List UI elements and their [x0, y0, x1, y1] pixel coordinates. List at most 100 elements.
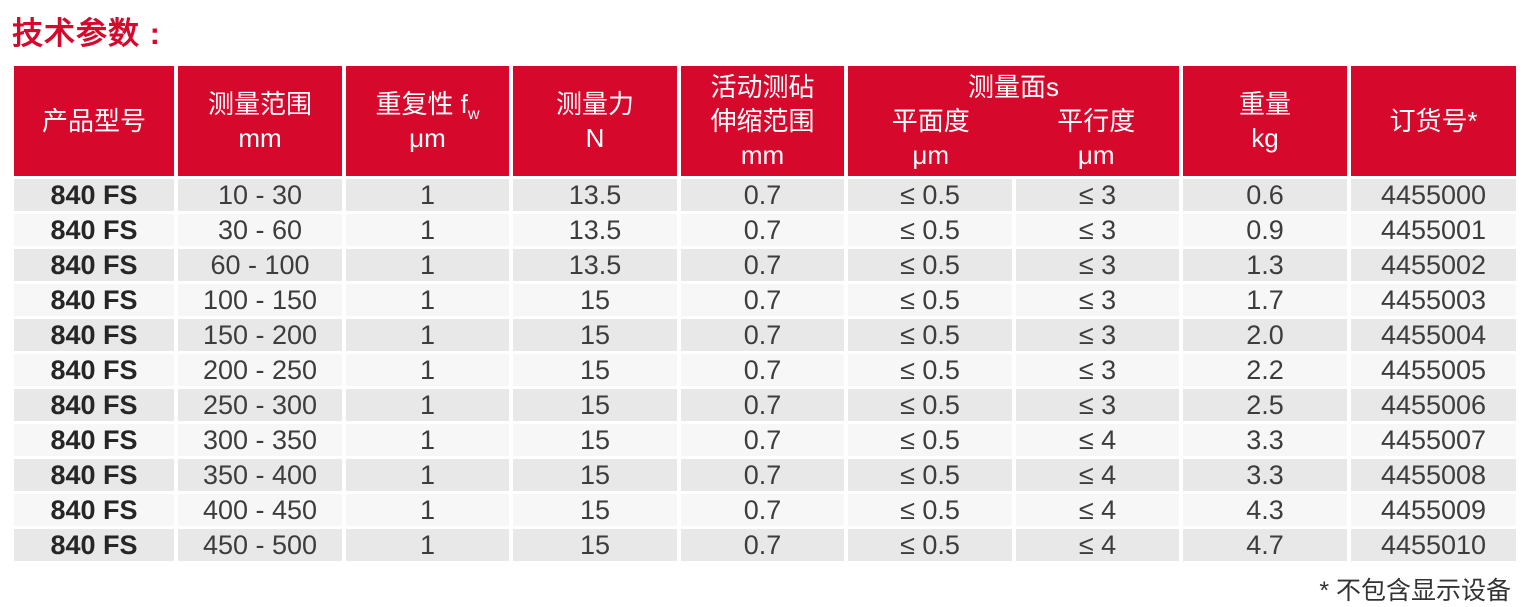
cell-measuring-force: 15 [513, 284, 677, 316]
spec-table: 产品型号 测量范围 mm 重复性 fw μm [10, 63, 1520, 564]
cell-product-model: 840 FS [14, 179, 174, 211]
table-row: 840 FS 400 - 450 1 15 0.7 ≤ 0.5 ≤ 4 4.3 4455009 [14, 494, 1516, 526]
cell-measuring-force: 15 [513, 494, 677, 526]
cell-weight: 2.5 [1183, 389, 1347, 421]
table-row: 840 FS 300 - 350 1 15 0.7 ≤ 0.5 ≤ 4 3.3 4455007 [14, 424, 1516, 456]
subscript-w: w [467, 104, 480, 123]
cell-repeatability: 1 [346, 284, 509, 316]
cell-flatness: ≤ 0.5 [848, 424, 1012, 456]
cell-weight: 0.6 [1183, 179, 1347, 211]
table-body: 840 FS 10 - 30 1 13.5 0.7 ≤ 0.5 ≤ 3 0.6 4455000 8… [14, 179, 1516, 561]
page-title: 技术参数 : [12, 16, 161, 51]
col-unit: kg [1251, 123, 1279, 153]
cell-measuring-range: 30 - 60 [178, 214, 342, 246]
col-header-measuring-range: 测量范围 mm [178, 66, 342, 176]
cell-anvil-range: 0.7 [681, 494, 844, 526]
cell-flatness: ≤ 0.5 [848, 494, 1012, 526]
table-row: 840 FS 450 - 500 1 15 0.7 ≤ 0.5 ≤ 4 4.7 4455010 [14, 529, 1516, 561]
col-label-line1: 活动测砧 [710, 71, 815, 102]
cell-measuring-force: 13.5 [513, 214, 677, 246]
cell-order-number: 4455001 [1351, 214, 1516, 246]
col-label: 平面度 [891, 105, 970, 136]
cell-order-number: 4455003 [1351, 284, 1516, 316]
cell-weight: 3.3 [1183, 459, 1347, 491]
cell-parallelism: ≤ 3 [1016, 354, 1179, 386]
cell-product-model: 840 FS [14, 284, 174, 316]
cell-measuring-range: 10 - 30 [178, 179, 342, 211]
col-header-measuring-force: 测量力 N [513, 66, 677, 176]
cell-measuring-range: 200 - 250 [178, 354, 342, 386]
col-label: 测量力 [555, 88, 634, 119]
cell-weight: 3.3 [1183, 424, 1347, 456]
col-header-weight: 重量 kg [1183, 66, 1347, 176]
cell-product-model: 840 FS [14, 319, 174, 351]
cell-measuring-range: 100 - 150 [178, 284, 342, 316]
cell-parallelism: ≤ 3 [1016, 249, 1179, 281]
col-label: 重量 [1238, 88, 1291, 119]
cell-anvil-range: 0.7 [681, 319, 844, 351]
col-header-parallelism: 平行度 μm [1014, 104, 1180, 173]
cell-order-number: 4455004 [1351, 319, 1516, 351]
cell-product-model: 840 FS [14, 459, 174, 491]
cell-measuring-range: 250 - 300 [178, 389, 342, 421]
cell-anvil-range: 0.7 [681, 389, 844, 421]
col-unit: mm [740, 140, 785, 171]
cell-flatness: ≤ 0.5 [848, 389, 1012, 421]
table-header: 产品型号 测量范围 mm 重复性 fw μm [14, 66, 1516, 176]
cell-parallelism: ≤ 3 [1016, 389, 1179, 421]
cell-parallelism: ≤ 4 [1016, 424, 1179, 456]
col-header-product-model: 产品型号 [14, 66, 174, 176]
table-row: 840 FS 350 - 400 1 15 0.7 ≤ 0.5 ≤ 4 3.3 4455008 [14, 459, 1516, 491]
col-header-repeatability: 重复性 fw μm [346, 66, 509, 176]
cell-repeatability: 1 [346, 249, 509, 281]
col-unit: μm [1077, 140, 1115, 171]
cell-anvil-range: 0.7 [681, 214, 844, 246]
cell-measuring-force: 13.5 [513, 249, 677, 281]
cell-product-model: 840 FS [14, 389, 174, 421]
cell-product-model: 840 FS [14, 424, 174, 456]
cell-measuring-force: 15 [513, 529, 677, 561]
cell-parallelism: ≤ 4 [1016, 459, 1179, 491]
cell-anvil-range: 0.7 [681, 179, 844, 211]
cell-order-number: 4455006 [1351, 389, 1516, 421]
cell-measuring-range: 60 - 100 [178, 249, 342, 281]
cell-anvil-range: 0.7 [681, 249, 844, 281]
cell-measuring-range: 350 - 400 [178, 459, 342, 491]
cell-weight: 4.3 [1183, 494, 1347, 526]
cell-parallelism: ≤ 4 [1016, 494, 1179, 526]
cell-weight: 2.0 [1183, 319, 1347, 351]
cell-parallelism: ≤ 3 [1016, 284, 1179, 316]
col-header-order-number: 订货号* [1351, 66, 1516, 176]
cell-measuring-range: 150 - 200 [178, 319, 342, 351]
cell-weight: 2.2 [1183, 354, 1347, 386]
cell-repeatability: 1 [346, 459, 509, 491]
cell-product-model: 840 FS [14, 529, 174, 561]
cell-anvil-range: 0.7 [681, 424, 844, 456]
table-row: 840 FS 10 - 30 1 13.5 0.7 ≤ 0.5 ≤ 3 0.6 4455000 [14, 179, 1516, 211]
col-unit: mm [238, 123, 282, 153]
cell-repeatability: 1 [346, 529, 509, 561]
cell-anvil-range: 0.7 [681, 354, 844, 386]
col-label: 测量范围 [207, 88, 312, 119]
footnote: * 不包含显示设备 [1319, 577, 1511, 605]
cell-measuring-force: 15 [513, 459, 677, 491]
cell-product-model: 840 FS [14, 249, 174, 281]
col-header-flatness: 平面度 μm [848, 104, 1014, 173]
cell-flatness: ≤ 0.5 [848, 319, 1012, 351]
cell-order-number: 4455005 [1351, 354, 1516, 386]
cell-measuring-force: 13.5 [513, 179, 677, 211]
table-row: 840 FS 60 - 100 1 13.5 0.7 ≤ 0.5 ≤ 3 1.3 4455002 [14, 249, 1516, 281]
col-label: 平行度 [1057, 105, 1136, 136]
cell-flatness: ≤ 0.5 [848, 214, 1012, 246]
cell-weight: 0.9 [1183, 214, 1347, 246]
col-label: 订货号* [1389, 105, 1478, 136]
cell-anvil-range: 0.7 [681, 459, 844, 491]
cell-parallelism: ≤ 3 [1016, 214, 1179, 246]
cell-measuring-range: 450 - 500 [178, 529, 342, 561]
cell-repeatability: 1 [346, 354, 509, 386]
col-header-anvil-range: 活动测砧 伸缩范围 mm [681, 66, 844, 176]
col-unit: N [585, 123, 605, 153]
col-unit: μm [912, 140, 950, 171]
table-row: 840 FS 200 - 250 1 15 0.7 ≤ 0.5 ≤ 3 2.2 4455005 [14, 354, 1516, 386]
